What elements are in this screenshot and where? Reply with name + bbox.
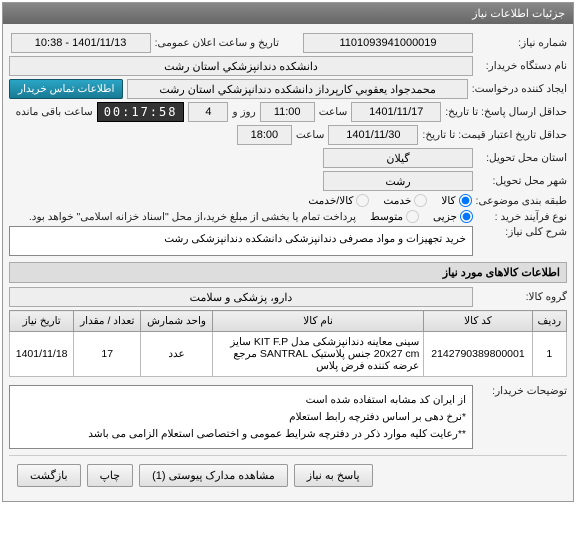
deadline-time: 11:00 <box>260 102 315 122</box>
goods-table: ردیفکد کالانام کالاواحد شمارشتعداد / مقد… <box>9 310 567 377</box>
buyer-org-value: دانشکده دندانپزشکي استان رشت <box>9 56 473 76</box>
deadline-date: 1401/11/17 <box>351 102 441 122</box>
need-no-value: 1101093941000019 <box>303 33 473 53</box>
panel-body: شماره نیاز: 1101093941000019 تاریخ و ساع… <box>3 24 573 501</box>
proc-medium-option[interactable]: متوسط <box>370 210 419 223</box>
province-label: استان محل تحویل: <box>477 152 567 164</box>
days-value: 4 <box>188 102 228 122</box>
panel-title: جزئیات اطلاعات نیاز <box>3 3 573 24</box>
remain-label: ساعت باقی مانده <box>16 106 93 118</box>
table-cell: 1 <box>532 332 566 377</box>
buyer-notes-text: از ایران کد مشابه استفاده شده است*نرخ ده… <box>9 385 473 449</box>
proc-small-label: جزیی <box>433 211 457 223</box>
proc-small-option[interactable]: جزیی <box>433 210 473 223</box>
cat-service-label: خدمت <box>383 195 411 207</box>
cat-goods-option[interactable]: کالا <box>441 194 471 207</box>
print-button[interactable]: چاپ <box>87 464 134 487</box>
dayroom-label: روز و <box>232 106 255 118</box>
table-col-header: ردیف <box>532 311 566 332</box>
back-button[interactable]: بازگشت <box>17 464 81 487</box>
province-value: گیلان <box>323 148 473 168</box>
city-value: رشت <box>323 171 473 191</box>
city-label: شهر محل تحویل: <box>477 175 567 187</box>
process-radio-group: جزیی متوسط <box>370 210 473 223</box>
time-label-2: ساعت <box>296 129 325 141</box>
validity-date: 1401/11/30 <box>328 125 418 145</box>
table-col-header: تعداد / مقدار <box>74 311 141 332</box>
validity-label: حداقل تاریخ اعتبار قیمت: تا تاریخ: <box>422 129 567 141</box>
creator-value: محمدجواد یعقوبي کارپرداز دانشکده دندانپز… <box>127 79 467 99</box>
footer-buttons: پاسخ به نیاز مشاهده مدارک پیوستی (1) چاپ… <box>9 455 567 495</box>
summary-text: خرید تجهیزات و مواد مصرفی دندانپزشکی دان… <box>9 226 473 256</box>
cat-both-radio <box>356 194 369 207</box>
proc-small-radio[interactable] <box>460 210 473 223</box>
cat-both-option[interactable]: کالا/خدمت <box>308 194 369 207</box>
cat-both-label: کالا/خدمت <box>308 195 353 207</box>
process-label: نوع فرآیند خرید : <box>477 211 567 223</box>
group-value: دارو، پزشکی و سلامت <box>9 287 473 307</box>
group-label: گروه کالا: <box>477 291 567 303</box>
cat-goods-radio[interactable] <box>459 194 472 207</box>
table-col-header: کد کالا <box>424 311 532 332</box>
table-cell: 17 <box>74 332 141 377</box>
table-cell: 1401/11/18 <box>10 332 74 377</box>
announce-label: تاریخ و ساعت اعلان عمومی: <box>155 37 279 49</box>
summary-label: شرح کلی نیاز: <box>477 226 567 238</box>
table-cell: 2142790389800001 <box>424 332 532 377</box>
table-col-header: واحد شمارش <box>141 311 213 332</box>
goods-table-wrap: ردیفکد کالانام کالاواحد شمارشتعداد / مقد… <box>9 310 567 377</box>
table-row: 12142790389800001سینی معاینه دندانپزشکی … <box>10 332 567 377</box>
countdown-timer: 00:17:58 <box>97 102 185 122</box>
table-col-header: تاریخ نیاز <box>10 311 74 332</box>
cat-service-option[interactable]: خدمت <box>383 194 427 207</box>
table-col-header: نام کالا <box>212 311 423 332</box>
cat-goods-label: کالا <box>441 195 455 207</box>
attachments-button[interactable]: مشاهده مدارک پیوستی (1) <box>139 464 288 487</box>
buyer-notes-label: توضیحات خریدار: <box>477 385 567 397</box>
announce-value: 1401/11/13 - 10:38 <box>11 33 151 53</box>
time-label-1: ساعت <box>319 106 348 118</box>
proc-medium-label: متوسط <box>370 211 403 223</box>
table-cell: عدد <box>141 332 213 377</box>
cat-service-radio <box>414 194 427 207</box>
reply-button[interactable]: پاسخ به نیاز <box>294 464 373 487</box>
creator-label: ایجاد کننده درخواست: <box>472 83 567 95</box>
validity-time: 18:00 <box>237 125 292 145</box>
contact-info-button[interactable]: اطلاعات تماس خریدار <box>9 79 123 99</box>
category-label: طبقه بندی موضوعی: <box>476 195 567 207</box>
need-no-label: شماره نیاز: <box>477 37 567 49</box>
deadline-label: حداقل ارسال پاسخ: تا تاریخ: <box>445 106 567 118</box>
table-cell: سینی معاینه دندانپزشکی مدل KIT F.P سایز … <box>212 332 423 377</box>
category-radio-group: کالا خدمت کالا/خدمت <box>308 194 471 207</box>
goods-section-header: اطلاعات کالاهای مورد نیاز <box>9 262 567 283</box>
buyer-org-label: نام دستگاه خریدار: <box>477 60 567 72</box>
proc-medium-radio <box>406 210 419 223</box>
process-note: پرداخت تمام یا بخشی از مبلغ خرید،از محل … <box>29 211 356 223</box>
need-details-panel: جزئیات اطلاعات نیاز شماره نیاز: 11010939… <box>2 2 574 502</box>
